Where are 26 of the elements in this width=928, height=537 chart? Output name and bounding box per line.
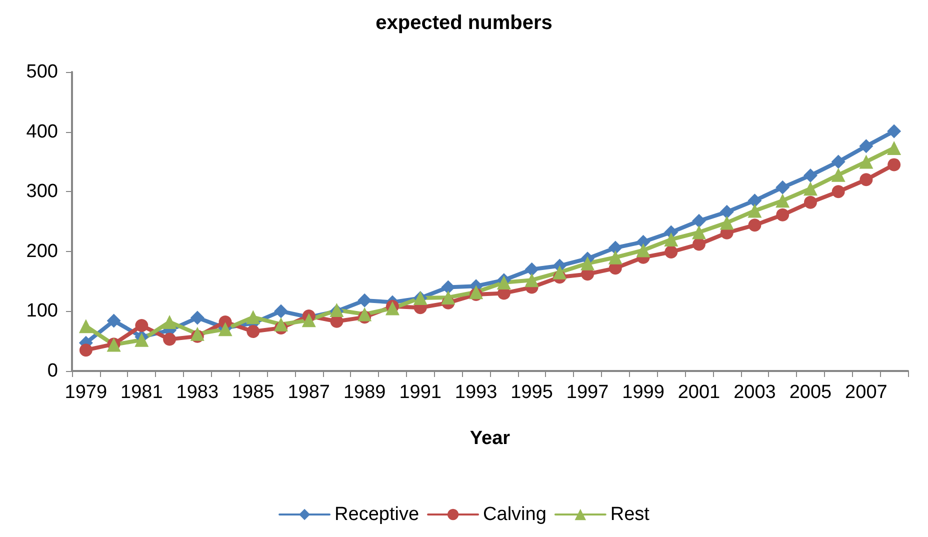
x-tick-label: 1985 [232, 382, 274, 403]
y-tick-label: 200 [26, 240, 58, 262]
legend-label: Rest [610, 504, 650, 525]
x-tick-label: 1993 [454, 382, 498, 403]
x-tick-label: 1989 [343, 382, 386, 403]
legend-label: Calving [483, 504, 546, 525]
x-tick-label: 1983 [176, 382, 219, 403]
y-tick-label: 400 [26, 121, 58, 142]
x-tick-label: 1995 [510, 382, 553, 403]
x-tick-label: 1997 [566, 382, 609, 403]
x-tick-label: 2007 [845, 382, 888, 403]
x-tick-label: 2001 [678, 382, 720, 403]
x-tick-label: 1999 [622, 382, 664, 403]
chart-title: expected numbers [376, 12, 552, 34]
x-tick-label: 1981 [120, 382, 163, 403]
legend-label: Receptive [334, 504, 420, 525]
y-tick-label: 0 [47, 360, 58, 382]
x-tick-label: 2003 [734, 382, 776, 403]
y-tick-label: 100 [26, 300, 58, 322]
x-tick-label: 1979 [64, 382, 108, 403]
x-tick-label: 2005 [789, 382, 832, 403]
x-tick-label: 1987 [288, 382, 330, 403]
y-tick-label: 500 [26, 62, 58, 82]
x-tick-label: 1991 [399, 382, 442, 403]
y-tick-label: 300 [26, 181, 58, 202]
x-axis-title: Year [470, 428, 511, 449]
